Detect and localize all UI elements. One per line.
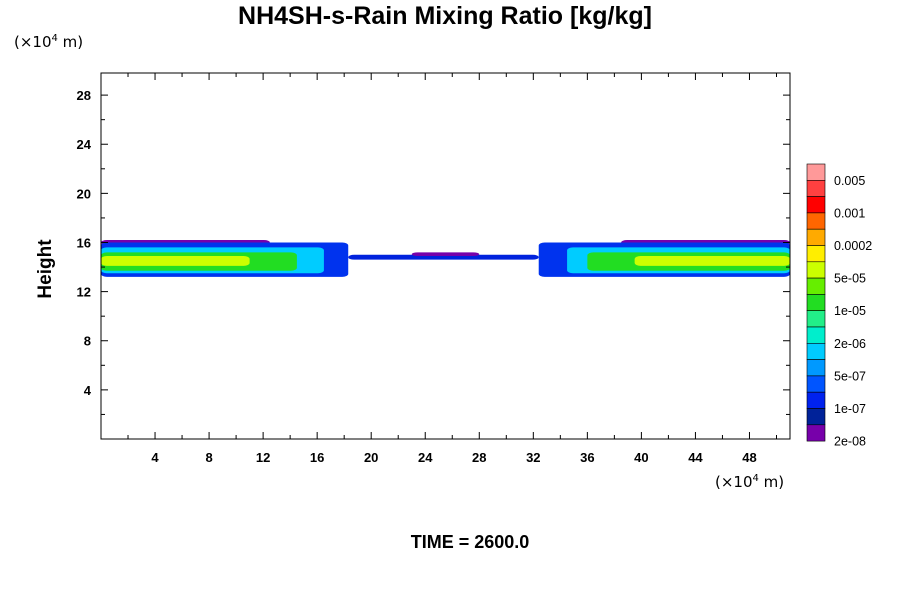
x-tick-label: 28 [472, 450, 486, 465]
x-tick-label: 20 [364, 450, 378, 465]
x-tick-label: 8 [205, 450, 212, 465]
colorbar-label: 2e-06 [834, 337, 866, 351]
colorbar-swatch [806, 180, 826, 197]
y-tick-label: 8 [84, 334, 91, 349]
colorbar-label: 0.005 [834, 174, 865, 188]
colorbar-label: 0.0002 [834, 239, 872, 253]
y-tick-label: 4 [84, 383, 92, 398]
x-tick-label: 12 [256, 450, 270, 465]
colorbar-swatch [806, 375, 826, 393]
colorbar-swatch [806, 212, 826, 230]
y-tick-label: 20 [77, 186, 91, 201]
colorbar: 0.005 0.001 0.0002 5e-05 1e-05 2e-06 5e-07 1e-0… [806, 163, 872, 449]
x-tick-label: 44 [688, 450, 703, 465]
x-tick-label: 40 [634, 450, 648, 465]
y-tick-label: 16 [77, 235, 91, 250]
y-tick-label: 12 [77, 285, 91, 300]
y-tick-label: 28 [77, 88, 91, 103]
plot-frame [100, 72, 791, 440]
colorbar-swatch [806, 277, 826, 295]
x-tick-label: 36 [580, 450, 594, 465]
colorbar-swatch [806, 326, 826, 344]
colorbar-swatch [806, 342, 826, 360]
contour-field [101, 240, 790, 277]
x-tick-label: 48 [742, 450, 756, 465]
x-tick-label: 24 [418, 450, 433, 465]
colorbar-swatch [806, 228, 826, 246]
y-axis-unit: (×104 m) [14, 33, 84, 51]
colorbar-swatch [806, 359, 826, 377]
colorbar-label: 1e-05 [834, 304, 866, 318]
colorbar-swatch [806, 408, 826, 426]
colorbar-swatch [806, 245, 826, 263]
x-tick-label: 32 [526, 450, 540, 465]
colorbar-swatch [806, 424, 826, 442]
colorbar-label: 5e-07 [834, 369, 866, 383]
x-tick-label: 16 [310, 450, 324, 465]
contour-band [101, 256, 250, 266]
x-axis-unit: (×104 m) [715, 473, 785, 491]
colorbar-swatch [806, 310, 826, 328]
colorbar-label: 1e-07 [834, 402, 866, 416]
y-tick-label: 24 [77, 137, 92, 152]
colorbar-swatch [806, 391, 826, 409]
contour-band [634, 256, 790, 266]
contour-band [411, 252, 480, 256]
contour-band [348, 254, 539, 260]
chart-title: NH4SH-s-Rain Mixing Ratio [kg/kg] [238, 2, 652, 30]
colorbar-swatch [806, 196, 826, 214]
colorbar-label: 0.001 [834, 206, 865, 220]
colorbar-label: 5e-05 [834, 272, 866, 286]
colorbar-swatch [806, 163, 826, 181]
colorbar-swatch [806, 294, 826, 311]
x-tick-label: 4 [151, 450, 159, 465]
time-label: TIME = 2600.0 [410, 532, 530, 552]
colorbar-swatch [806, 261, 826, 279]
colorbar-label: 2e-08 [834, 435, 866, 449]
